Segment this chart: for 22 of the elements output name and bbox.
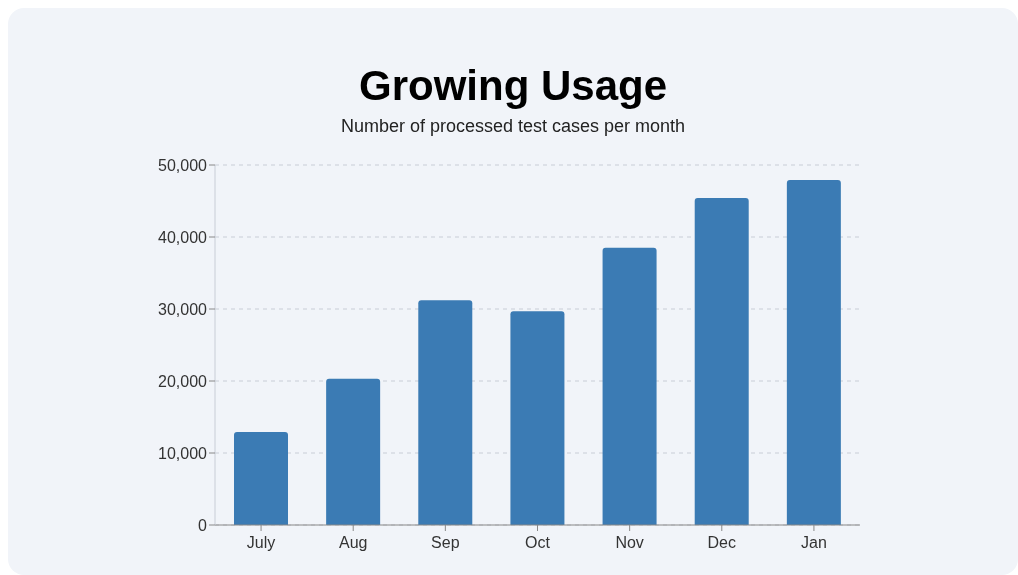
- y-tick-label: 0: [198, 516, 208, 534]
- chart-title: Growing Usage: [357, 62, 669, 110]
- bar: [234, 432, 288, 525]
- chart-subtitle: Number of processed test cases per month: [339, 116, 687, 137]
- x-tick-label: Nov: [615, 534, 644, 552]
- bar: [694, 198, 749, 525]
- x-tick-label: Dec: [707, 534, 737, 552]
- bar: [510, 311, 565, 525]
- x-tick-label: Jan: [801, 534, 827, 552]
- y-tick-label: 20,000: [158, 372, 208, 390]
- y-tick-label: 10,000: [158, 444, 208, 462]
- bar: [786, 180, 841, 525]
- x-tick-label: Aug: [338, 534, 368, 552]
- bar: [602, 247, 657, 525]
- x-tick-label: Oct: [525, 534, 551, 552]
- y-tick-label: 40,000: [158, 228, 208, 246]
- x-tick-label: July: [246, 534, 276, 552]
- bar: [418, 300, 473, 525]
- y-tick-label: 50,000: [158, 156, 208, 174]
- bar: [326, 378, 381, 525]
- y-tick-label: 30,000: [158, 300, 208, 318]
- x-tick-label: Sep: [431, 534, 460, 552]
